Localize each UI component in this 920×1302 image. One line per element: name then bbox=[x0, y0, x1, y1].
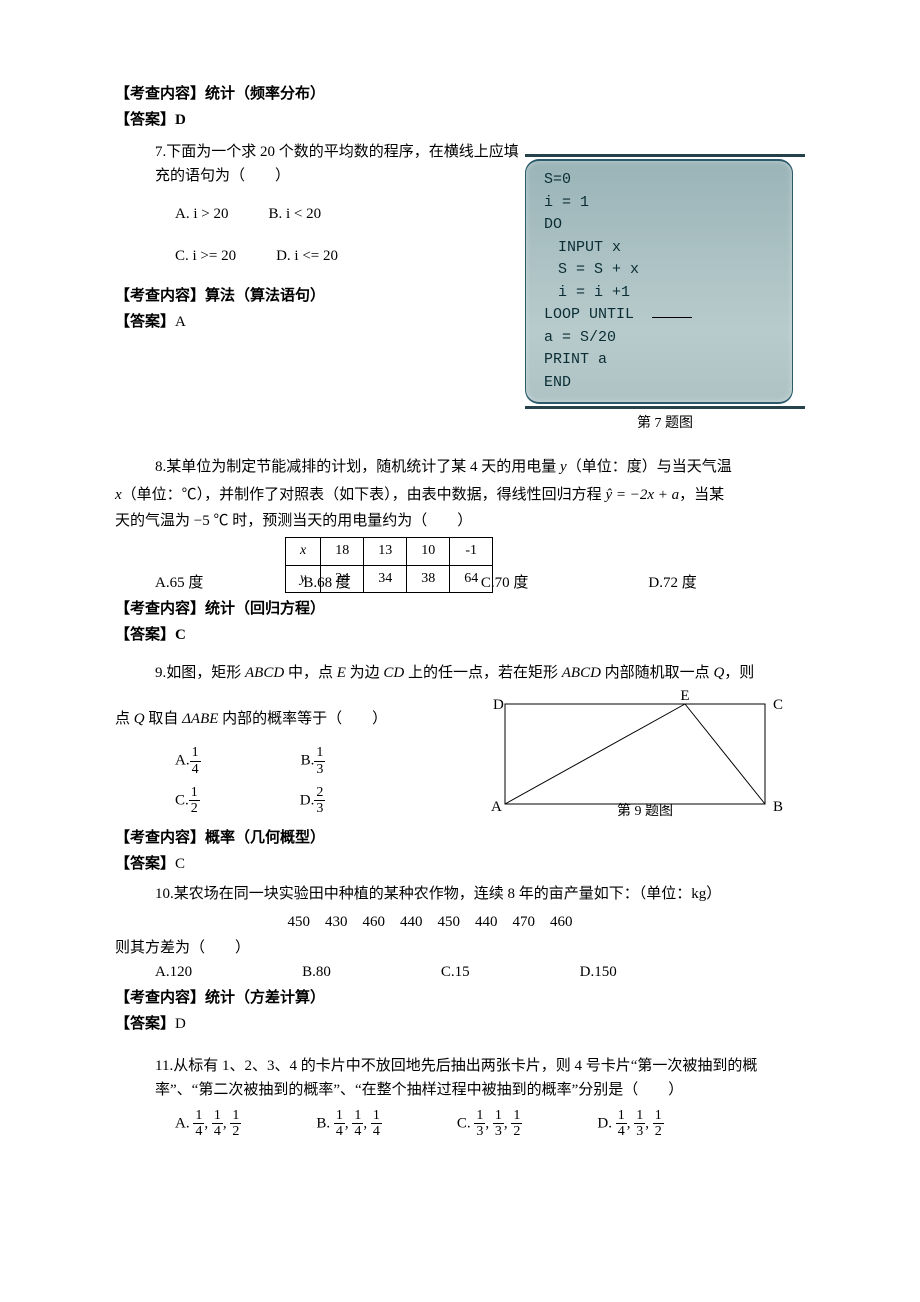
q7-codebox-wrap: S=0 i = 1 DO INPUT x S = S + x i = i +1 … bbox=[525, 154, 805, 409]
q11-opt-a: A. 14, 14, 12 bbox=[175, 1108, 241, 1140]
q7-options-row1: A. i > 20 B. i < 20 bbox=[175, 202, 525, 226]
code-l7: a = S/20 bbox=[544, 327, 774, 350]
q6-answer-val: D bbox=[175, 112, 186, 128]
q11-opt-d: D. 14, 13, 12 bbox=[597, 1108, 663, 1140]
q9-opt-c: C.12 bbox=[175, 785, 200, 817]
q9-text2: 点 Q 取自 ΔABE 内部的概率等于（ ） bbox=[115, 707, 485, 731]
q6-answer: 【答案】D bbox=[115, 108, 805, 132]
q10-topic: 【考查内容】统计（方差计算） bbox=[115, 986, 805, 1010]
q9-topic: 【考查内容】概率（几何概型） bbox=[115, 826, 805, 850]
q8-topic: 【考查内容】统计（回归方程） bbox=[115, 597, 805, 621]
q10-opt-d: D.150 bbox=[580, 960, 617, 984]
q8-opt-c: C.70 度 bbox=[481, 571, 529, 595]
code-l4: S = S + x bbox=[544, 259, 774, 282]
code-l5: i = i +1 bbox=[544, 282, 774, 305]
q8-text2: x（单位：℃），并制作了对照表（如下表），由表中数据，得线性回归方程 ŷ = −… bbox=[115, 483, 805, 507]
q9-figure: D E C A B bbox=[485, 689, 785, 819]
code-l8: PRINT a bbox=[544, 349, 774, 372]
q7-options-row2: C. i >= 20 D. i <= 20 bbox=[175, 244, 525, 268]
code-blank bbox=[652, 317, 692, 318]
q9-opt-b: B.13 bbox=[301, 745, 326, 777]
q10-opt-b: B.80 bbox=[302, 960, 331, 984]
q8-opt-a: A.65 度 bbox=[155, 571, 203, 595]
q7-opt-a: A. i > 20 bbox=[175, 202, 228, 226]
table-row: x 18 13 10 -1 bbox=[286, 538, 493, 565]
cell: -1 bbox=[450, 538, 493, 565]
q9-opt-a: A.14 bbox=[175, 745, 201, 777]
code-l0: S=0 bbox=[544, 169, 774, 192]
q8-opt-d: D.72 度 bbox=[648, 571, 696, 595]
q8-text1: 8.某单位为制定节能减排的计划，随机统计了某 4 天的用电量 y（单位：度）与当… bbox=[155, 455, 805, 479]
q9-opt-d: D.23 bbox=[300, 785, 326, 817]
q7-opt-b: B. i < 20 bbox=[268, 202, 321, 226]
q7-caption: 第 7 题图 bbox=[525, 413, 805, 435]
q10-opt-a: A.120 bbox=[155, 960, 192, 984]
label-c: C bbox=[773, 697, 783, 713]
q7-answer-val: A bbox=[175, 314, 186, 330]
code-l3: INPUT x bbox=[544, 237, 774, 260]
q7-text: 7.下面为一个求 20 个数的平均数的程序，在横线上应填充的语句为（ ） bbox=[155, 140, 525, 188]
label-b: B bbox=[773, 799, 783, 815]
cell: x bbox=[286, 538, 321, 565]
q10-opt-c: C.15 bbox=[441, 960, 470, 984]
q9-answer: 【答案】C bbox=[115, 852, 805, 876]
q6-answer-label: 【答案】 bbox=[115, 112, 175, 128]
code-l1: i = 1 bbox=[544, 192, 774, 215]
q7-opt-d: D. i <= 20 bbox=[276, 244, 338, 268]
q7-answer-label: 【答案】 bbox=[115, 314, 175, 330]
q10-data: 450 430 460 440 450 440 470 460 bbox=[55, 910, 805, 934]
q8-answer: 【答案】C bbox=[115, 623, 805, 647]
q6-topic: 【考查内容】统计（频率分布） bbox=[115, 82, 805, 106]
code-l6: LOOP UNTIL bbox=[544, 304, 774, 327]
q8-text3: 天的气温为 −5 ℃ 时，预测当天的用电量约为（ ） bbox=[115, 509, 805, 533]
cell: 13 bbox=[364, 538, 407, 565]
q11-opt-b: B. 14, 14, 14 bbox=[316, 1108, 382, 1140]
cell: 18 bbox=[321, 538, 364, 565]
q7-opt-c: C. i >= 20 bbox=[175, 244, 236, 268]
q11-text: 11.从标有 1、2、3、4 的卡片中不放回地先后抽出两张卡片，则 4 号卡片“… bbox=[155, 1054, 805, 1102]
cell: 10 bbox=[407, 538, 450, 565]
q7-codebox: S=0 i = 1 DO INPUT x S = S + x i = i +1 … bbox=[525, 159, 793, 404]
code-l9: END bbox=[544, 372, 774, 395]
code-l2: DO bbox=[544, 214, 774, 237]
q10-answer: 【答案】D bbox=[115, 1012, 805, 1036]
label-e: E bbox=[680, 689, 689, 704]
q10-text: 10.某农场在同一块实验田中种植的某种农作物，连续 8 年的亩产量如下：（单位：… bbox=[155, 882, 805, 906]
q10-q: 则其方差为（ ） bbox=[115, 936, 805, 960]
q11-opt-c: C. 13, 13, 12 bbox=[457, 1108, 523, 1140]
label-a: A bbox=[491, 799, 502, 815]
q7-answer: 【答案】A bbox=[115, 310, 525, 334]
q8-opt-b: B.68 度 bbox=[303, 571, 351, 595]
label-d: D bbox=[493, 697, 504, 713]
q9-text1: 9.如图，矩形 ABCD 中，点 E 为边 CD 上的任一点，若在矩形 ABCD… bbox=[155, 661, 805, 685]
q7-topic: 【考查内容】算法（算法语句） bbox=[115, 284, 525, 308]
